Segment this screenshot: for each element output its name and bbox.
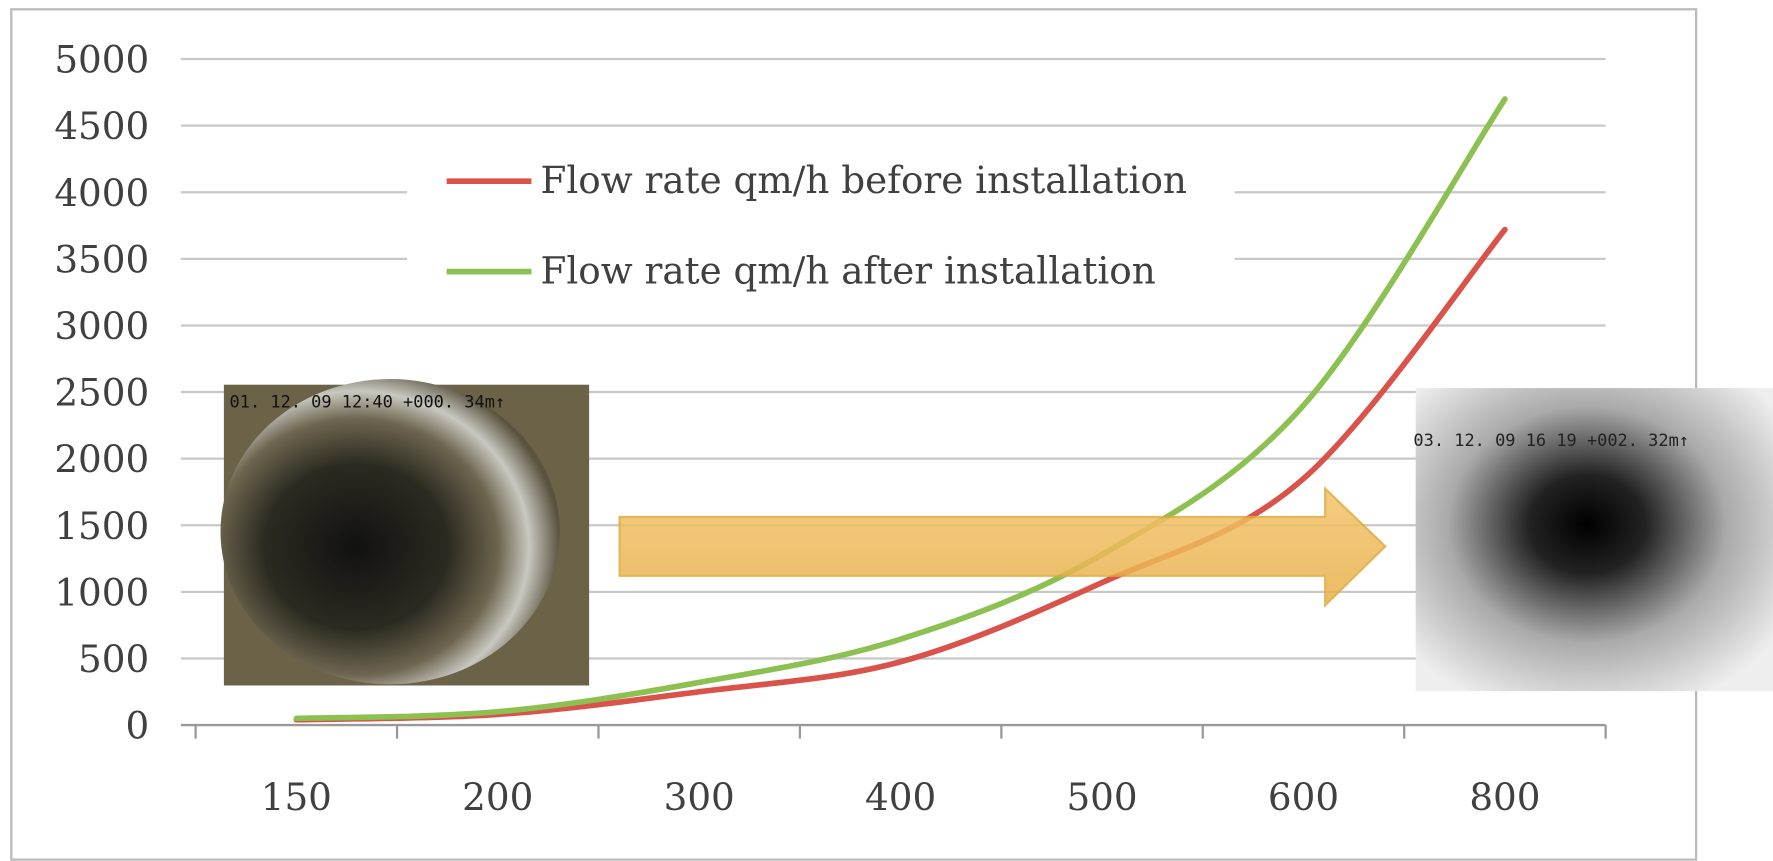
y-tick-label: 0 [126,704,150,748]
y-tick-label: 4500 [54,104,149,148]
x-tick-label: 600 [1268,775,1339,819]
y-tick-label: 500 [78,637,149,681]
y-tick-label: 2500 [54,371,149,415]
photo-after: 03. 12. 09 16 19 +002. 32m↑ [1413,388,1773,691]
legend-label: Flow rate qm/h after installation [540,248,1155,292]
y-tick-label: 5000 [54,38,149,82]
legend-label: Flow rate qm/h before installation [540,158,1186,202]
y-tick-label: 2000 [54,437,149,481]
y-tick-label: 1500 [54,504,149,548]
photo-before: 01. 12. 09 12:40 +000. 34m↑ [220,379,589,685]
x-tick-label: 800 [1469,775,1540,819]
y-tick-label: 3500 [54,237,149,281]
x-tick-label: 150 [261,775,332,819]
x-tick-label: 300 [664,775,735,819]
y-tick-label: 4000 [54,171,149,215]
x-tick-label: 500 [1066,775,1137,819]
y-tick-label: 3000 [54,304,149,348]
photo-stamp: 03. 12. 09 16 19 +002. 32m↑ [1413,430,1689,450]
x-tick-label: 400 [865,775,936,819]
x-tick-label: 200 [462,775,533,819]
chart: Flow rate qm/h before installation Flow … [0,0,1773,861]
photo-stamp: 01. 12. 09 12:40 +000. 34m↑ [230,391,506,411]
y-tick-label: 1000 [54,570,149,614]
